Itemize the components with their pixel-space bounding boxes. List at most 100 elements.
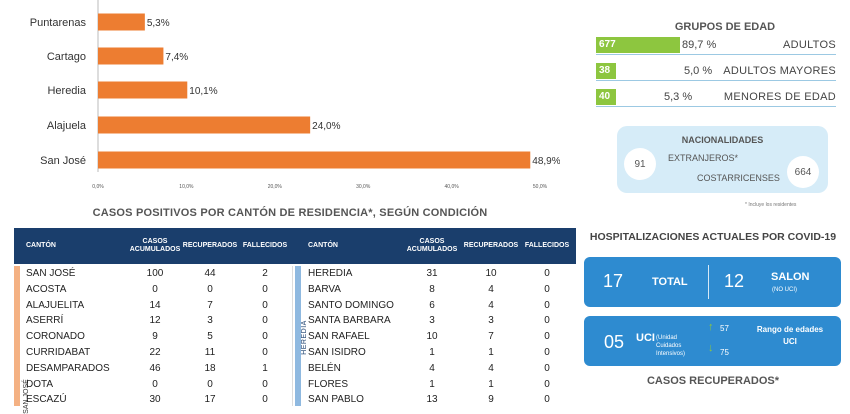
cell-cases: 1 <box>429 347 435 358</box>
age-label: MENORES DE EDAD <box>723 91 836 103</box>
hospitalizations-total-card: 17 TOTAL 12 SALON (NO UCI) <box>584 257 841 307</box>
table-row: ESCAZÚ 30 17 0 <box>14 394 294 409</box>
cell-canton: ACOSTA <box>26 283 67 295</box>
x-tick-label: 30,0% <box>356 184 371 190</box>
cell-cases: 10 <box>426 331 438 343</box>
cell-recovered: 9 <box>488 394 494 406</box>
value-label: 48,9% <box>532 156 560 167</box>
age-row-divider <box>596 106 836 107</box>
cell-canton: SAN ISIDRO <box>308 347 366 358</box>
cell-deaths: 0 <box>544 268 550 279</box>
age-bar <box>596 63 616 79</box>
age-label: ADULTOS <box>782 39 836 51</box>
cell-canton: SANTO DOMINGO <box>308 299 394 311</box>
total-label: TOTAL <box>652 276 688 288</box>
table-row: BARVA 8 4 0 <box>294 284 574 299</box>
age-label: ADULTOS MAYORES <box>723 65 836 77</box>
cell-canton: SAN JOSÉ <box>26 268 76 279</box>
table-row: SAN ISIDRO 1 1 0 <box>294 347 574 362</box>
table-row: HEREDIA 31 10 0 <box>294 268 574 283</box>
cell-canton: BELÉN <box>308 362 341 374</box>
x-tick-label: 40,0% <box>445 184 460 190</box>
x-tick-label: 10,0% <box>179 184 194 190</box>
salon-label: SALON <box>771 271 810 283</box>
value-label: 10,1% <box>189 86 217 97</box>
age-groups-title: GRUPOS DE EDAD <box>674 21 776 33</box>
icu-label: UCI <box>636 332 655 344</box>
icu-age-range-label: Rango de edades UCI <box>756 325 824 346</box>
icu-value: 05 <box>604 332 625 352</box>
cell-canton: ESCAZÚ <box>26 394 67 406</box>
table-row: SAN JOSÉ 100 44 2 <box>14 268 294 283</box>
card-divider <box>708 265 709 299</box>
cell-deaths: 0 <box>262 331 268 343</box>
cell-cases: 22 <box>149 347 161 358</box>
table-row: SANTO DOMINGO 6 4 0 <box>294 300 574 315</box>
value-label: 24,0% <box>312 121 340 132</box>
age-row-divider <box>596 80 836 81</box>
cell-deaths: 0 <box>262 315 268 327</box>
cell-canton: HEREDIA <box>308 268 353 279</box>
cell-cases: 3 <box>429 315 435 327</box>
cell-deaths: 0 <box>544 394 550 406</box>
hospitalizations-title: HOSPITALIZACIONES ACTUALES POR COVID-19 <box>589 231 837 243</box>
cell-recovered: 1 <box>488 347 494 358</box>
category-label: Cartago <box>47 51 86 63</box>
cell-canton: CURRIDABAT <box>26 347 91 358</box>
cell-deaths: 0 <box>544 315 550 327</box>
cell-cases: 100 <box>146 268 164 279</box>
cell-canton: ASERRÍ <box>26 315 64 327</box>
local-label: COSTARRICENSES <box>697 173 780 183</box>
cell-recovered: 3 <box>488 315 494 327</box>
cell-deaths: 0 <box>544 283 550 295</box>
hospitalizations-icu-card: 05 UCI (Unidad Cuidados Intensivos) ↑ ↓ … <box>584 316 841 366</box>
cell-cases: 0 <box>152 378 158 390</box>
cell-deaths: 2 <box>262 268 268 279</box>
cell-recovered: 1 <box>488 378 494 390</box>
header-cases-right: CASOS ACUMULADOS <box>406 237 458 253</box>
salon-value: 12 <box>724 271 745 291</box>
x-tick-label: 20,0% <box>268 184 283 190</box>
cell-canton: SANTA BARBARA <box>308 315 391 327</box>
nationalities-panel: NACIONALIDADES 91 EXTRANJEROS* COSTARRIC… <box>617 126 828 193</box>
bar <box>98 81 188 99</box>
cell-canton: DOTA <box>26 378 54 390</box>
value-label: 5,3% <box>147 18 170 29</box>
category-label: Heredia <box>47 85 86 97</box>
arrow-down-icon: ↓ <box>708 342 714 354</box>
total-value: 17 <box>603 271 624 291</box>
cell-recovered: 44 <box>204 268 216 279</box>
cell-recovered: 4 <box>488 283 494 295</box>
foreign-count: 91 <box>624 148 656 180</box>
header-canton-right: CANTÓN <box>308 241 338 249</box>
table-row: SANTA BARBARA 3 3 0 <box>294 315 574 330</box>
age-percent: 5,3 % <box>664 91 693 103</box>
icu-age-min: 75 <box>720 348 729 357</box>
age-row-adults: 677 89,7 % ADULTOS <box>596 37 836 55</box>
age-percent: 5,0 % <box>684 65 713 77</box>
cell-recovered: 0 <box>207 378 213 390</box>
cell-recovered: 11 <box>204 347 216 358</box>
canton-table-title: CASOS POSITIVOS POR CANTÓN DE RESIDENCIA… <box>92 207 488 219</box>
table-row: SAN RAFAEL 10 7 0 <box>294 331 574 346</box>
cell-recovered: 7 <box>207 299 213 311</box>
san-jose-province-stripe <box>14 266 20 406</box>
header-deaths-right: FALLECIDOS <box>524 241 570 249</box>
x-tick-label: 0,0% <box>92 184 104 190</box>
foreign-label: EXTRANJEROS* <box>668 153 739 163</box>
nationalities-title: NACIONALIDADES <box>681 135 764 145</box>
cell-canton: ALAJUELITA <box>26 299 85 311</box>
cell-recovered: 4 <box>488 299 494 311</box>
cell-cases: 30 <box>149 394 161 406</box>
cell-recovered: 10 <box>485 268 497 279</box>
table-row: DOTA 0 0 0 <box>14 379 294 394</box>
cell-recovered: 4 <box>488 362 494 374</box>
bar <box>98 13 145 31</box>
cell-canton: FLORES <box>308 378 349 390</box>
province-bar-chart: Puntarenas 5,3% Cartago 7,4% Heredia 10,1% Ala… <box>30 0 560 190</box>
icu-age-max: 57 <box>720 324 729 333</box>
recovered-cases-title: CASOS RECUPERADOS* <box>646 375 780 387</box>
heredia-province-stripe <box>295 266 301 406</box>
cell-cases: 12 <box>149 315 161 327</box>
cell-deaths: 0 <box>544 331 550 343</box>
